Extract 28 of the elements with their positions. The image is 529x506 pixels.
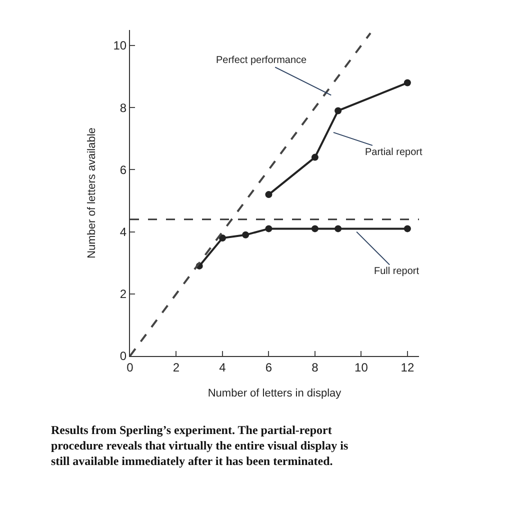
- x-tick-label: 10: [354, 360, 368, 374]
- point: [311, 154, 318, 161]
- annotation: Full report: [374, 266, 420, 277]
- point: [218, 234, 226, 242]
- annotation: Partial report: [365, 147, 422, 158]
- point: [334, 107, 342, 114]
- point: [265, 191, 272, 198]
- point: [265, 225, 272, 232]
- point: [334, 225, 342, 232]
- y-tick-label: 10: [113, 38, 127, 53]
- x-tick-label: 12: [400, 360, 414, 374]
- y-axis-title: Number of letters available: [86, 128, 98, 258]
- y-tick-label: 2: [120, 287, 127, 302]
- point: [404, 79, 411, 86]
- y-tick-label: 0: [120, 349, 127, 364]
- y-tick-label: 4: [120, 225, 127, 240]
- point: [404, 225, 411, 232]
- x-tick-label: 8: [312, 360, 319, 374]
- y-tick-label: 8: [120, 100, 127, 115]
- x-tick-label: 2: [172, 360, 180, 374]
- x-axis-title: Number of letters in display: [208, 388, 342, 400]
- x-tick-label: 4: [219, 360, 226, 374]
- point: [311, 225, 318, 232]
- x-tick-label: 6: [265, 360, 272, 374]
- point: [242, 231, 250, 238]
- y-tick-label: 6: [120, 162, 127, 177]
- annotation: Perfect performance: [216, 55, 308, 66]
- text: Results from Sperling’s experiment. The partial-report procedure reveals that virtually the entire visual display is still available immediately after it has been terminated.: [51, 423, 348, 468]
